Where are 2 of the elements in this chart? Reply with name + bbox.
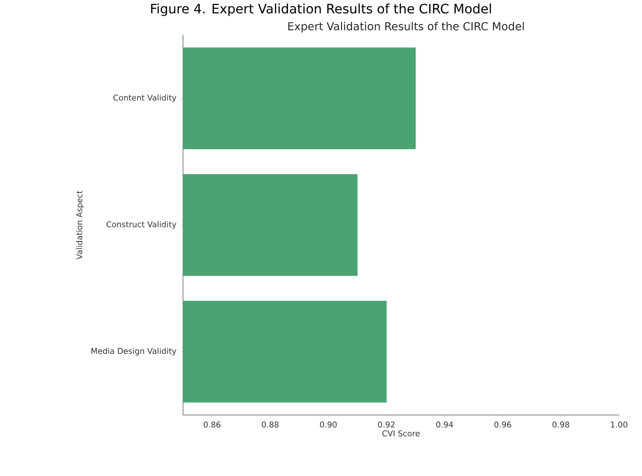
chart-subtitle: Expert Validation Results of the CIRC Model [288, 22, 524, 32]
chart-title: Figure 4. Expert Validation Results of the CIRC Model [151, 4, 491, 16]
